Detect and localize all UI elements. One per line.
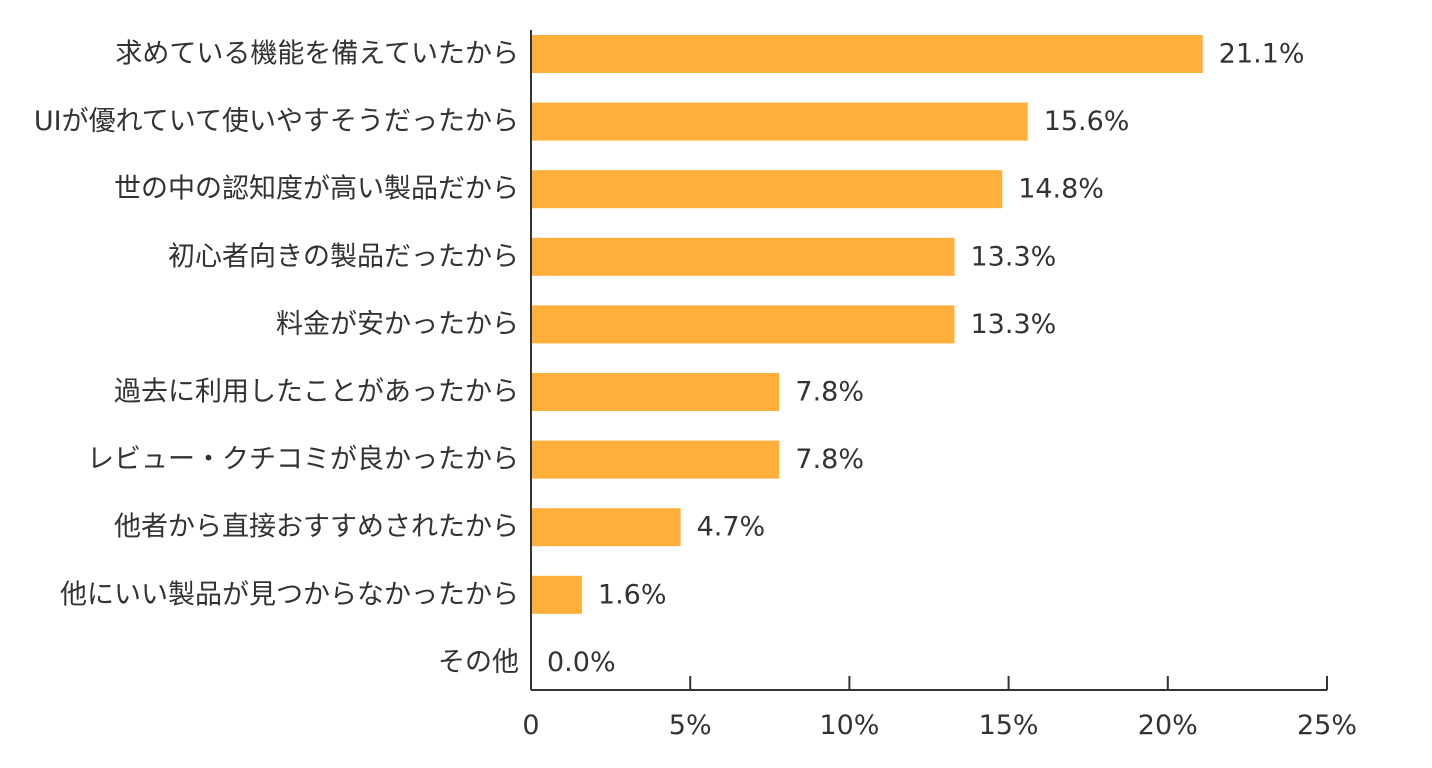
- bar: [531, 508, 681, 547]
- data-label: 4.7%: [697, 512, 766, 543]
- category-label: UIが優れていて使いやすそうだったから: [34, 106, 519, 137]
- x-tick-label: 0: [522, 710, 539, 741]
- data-label: 15.6%: [1044, 106, 1130, 137]
- bar: [531, 373, 780, 411]
- ticks-layer: 0 5% 10% 15% 20% 25%: [522, 676, 1357, 741]
- bars-layer: [531, 35, 1203, 614]
- category-label: その他: [438, 647, 519, 678]
- category-label: 過去に利用したことがあったから: [114, 377, 519, 408]
- category-label: 他者から直接おすすめされたから: [114, 512, 519, 543]
- bar: [531, 237, 955, 276]
- x-tick-label: 25%: [1297, 710, 1357, 741]
- x-tick-label: 5%: [669, 710, 712, 741]
- bar: [531, 170, 1003, 209]
- bar: [531, 440, 780, 479]
- category-label: 世の中の認知度が高い製品だから: [114, 174, 519, 205]
- data-label: 14.8%: [1018, 174, 1104, 205]
- x-tick-label: 20%: [1138, 710, 1198, 741]
- x-tick-label: 15%: [979, 710, 1039, 741]
- data-label: 0.0%: [547, 647, 616, 678]
- data-label: 13.3%: [971, 309, 1057, 340]
- data-label: 7.8%: [795, 444, 864, 475]
- data-label: 13.3%: [971, 241, 1057, 272]
- bar: [531, 35, 1203, 73]
- category-label: 他にいい製品が見つからなかったから: [60, 579, 519, 610]
- category-label: 初心者向きの製品だったから: [168, 241, 519, 272]
- category-label: 求めている機能を備えていたから: [115, 39, 519, 70]
- data-label: 1.6%: [598, 579, 667, 610]
- data-label: 7.8%: [795, 377, 864, 408]
- category-label: レビュー・クチコミが良かったから: [87, 444, 519, 475]
- category-label: 料金が安かったから: [276, 309, 519, 340]
- x-tick-label: 10%: [819, 710, 879, 741]
- bar: [531, 575, 582, 614]
- labels-layer: 求めている機能を備えていたから 21.1% UIが優れていて使いやすそうだったから 1…: [34, 39, 1305, 678]
- bar: [531, 102, 1028, 141]
- bar: [531, 305, 955, 344]
- data-label: 21.1%: [1219, 39, 1305, 70]
